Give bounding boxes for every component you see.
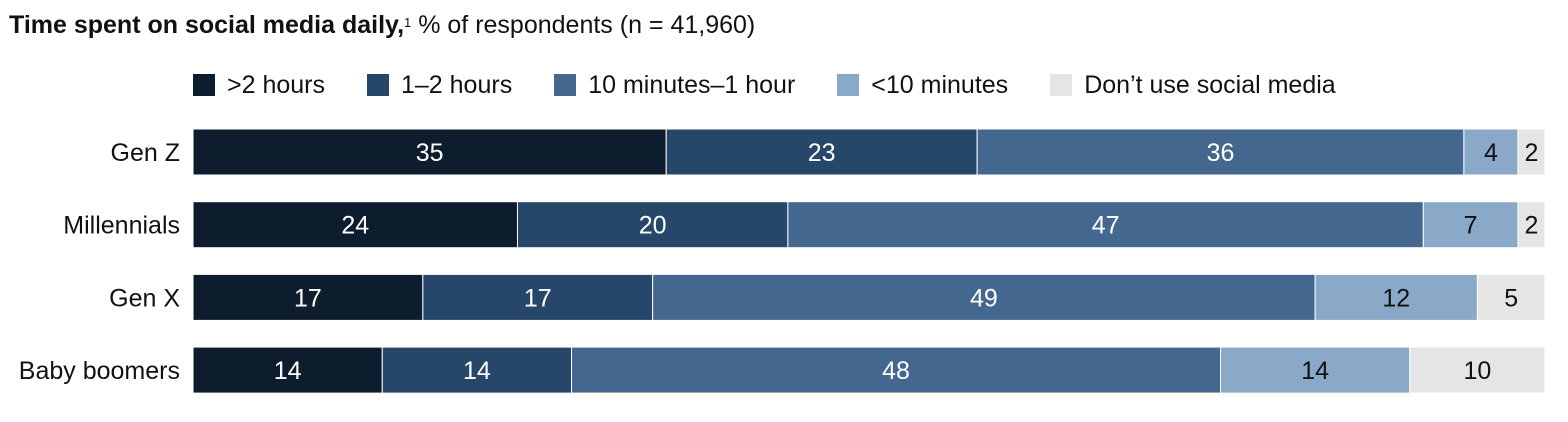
bar-segment xyxy=(516,201,789,249)
data-label: 2 xyxy=(1525,139,1539,167)
bar-segment xyxy=(1409,346,1546,394)
data-label: 17 xyxy=(524,284,552,312)
category-label: Gen Z xyxy=(111,139,180,167)
chart-title-subtitle: % of respondents (n = 41,960) xyxy=(411,11,756,39)
category-label: Baby boomers xyxy=(19,357,180,385)
data-label: 24 xyxy=(341,212,369,240)
category-label: Millennials xyxy=(63,212,180,240)
legend-swatch xyxy=(1050,74,1073,96)
data-label: 7 xyxy=(1464,212,1478,240)
data-label: 14 xyxy=(274,357,302,385)
legend-label: >2 hours xyxy=(227,70,325,99)
data-label: 4 xyxy=(1484,139,1498,167)
data-label: 17 xyxy=(294,284,322,312)
data-label: 49 xyxy=(970,284,998,312)
bar-segment xyxy=(652,273,1316,321)
legend-label: <10 minutes xyxy=(871,70,1009,99)
legend-item: 1–2 hours xyxy=(367,71,512,100)
bar-segment xyxy=(1422,201,1519,249)
bar-segment xyxy=(665,128,978,176)
bar-segment xyxy=(192,201,518,249)
data-label: 5 xyxy=(1504,284,1518,312)
bar-segment xyxy=(1314,273,1478,321)
legend-label: 1–2 hours xyxy=(401,70,513,99)
chart-legend: >2 hours 1–2 hours 10 minutes–1 hour <10 mi… xyxy=(193,70,1378,100)
chart-title-footnote: 1 xyxy=(404,15,412,30)
legend-swatch xyxy=(193,74,215,96)
bar-segment xyxy=(1476,273,1546,321)
data-label: 14 xyxy=(463,357,491,385)
legend-item: <10 minutes xyxy=(837,71,1008,100)
legend-item: >2 hours xyxy=(193,71,325,100)
bar-segment xyxy=(192,128,667,176)
data-label: 47 xyxy=(1092,212,1120,240)
data-label: 20 xyxy=(639,212,667,240)
bar-segment xyxy=(1220,346,1411,394)
data-label: 35 xyxy=(416,139,444,167)
bar-segment xyxy=(381,346,573,394)
bar-segment xyxy=(1517,201,1546,249)
data-label: 48 xyxy=(882,357,910,385)
bar-segment xyxy=(192,346,383,394)
legend-item: Don’t use social media xyxy=(1050,71,1336,100)
legend-swatch xyxy=(837,74,860,96)
bar-segment xyxy=(1463,128,1519,176)
bar-segment xyxy=(787,201,1424,249)
data-label: 12 xyxy=(1382,284,1410,312)
bar-segment xyxy=(571,346,1222,394)
data-label: 14 xyxy=(1301,357,1329,385)
data-label: 2 xyxy=(1525,212,1539,240)
bar-segment xyxy=(192,273,424,321)
bar-segment xyxy=(976,128,1465,176)
bar-segment xyxy=(1517,128,1546,176)
legend-swatch xyxy=(367,74,389,96)
bar-segment xyxy=(422,273,654,321)
legend-item: 10 minutes–1 hour xyxy=(554,71,795,100)
legend-label: Don’t use social media xyxy=(1084,70,1336,99)
data-label: 36 xyxy=(1207,139,1235,167)
legend-swatch xyxy=(554,74,577,96)
legend-label: 10 minutes–1 hour xyxy=(588,70,796,99)
chart-title: Time spent on social media daily,1 % of … xyxy=(9,8,755,42)
data-label: 10 xyxy=(1463,357,1491,385)
chart-title-main: Time spent on social media daily, xyxy=(9,11,405,39)
category-label: Gen X xyxy=(109,284,180,312)
data-label: 23 xyxy=(808,139,836,167)
